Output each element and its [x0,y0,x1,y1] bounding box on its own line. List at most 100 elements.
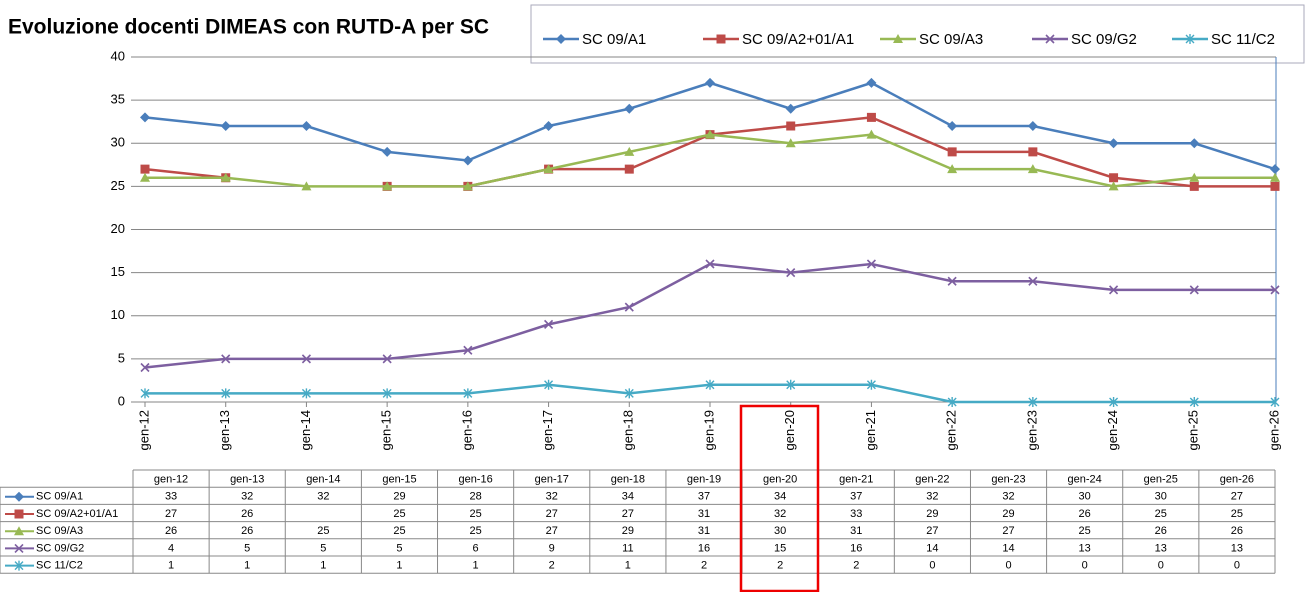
x-tick-label: gen-19 [701,410,716,450]
marker [301,388,311,399]
marker [1028,276,1038,286]
series-line [144,81,1276,171]
table-cell: 31 [698,508,710,520]
x-tick-label: gen-23 [1024,410,1039,450]
table-cell: 13 [1231,542,1243,554]
table-header: gen-25 [1144,474,1178,486]
x-tick-label: gen-21 [863,410,878,450]
x-tick-label: gen-17 [540,410,555,450]
table-cell: 25 [1155,508,1167,520]
marker [543,121,554,131]
y-tick-label: 20 [111,221,125,236]
marker [893,34,903,43]
table-header: gen-12 [154,474,188,486]
legend-label: SC 09/A3 [919,31,983,48]
table-cell: 33 [165,491,177,503]
table-cell: 25 [393,525,405,537]
y-tick-label: 5 [118,350,125,365]
y-tick-label: 0 [118,393,125,408]
table-cell: 32 [1002,491,1014,503]
marker [1189,397,1199,407]
marker [382,388,392,399]
marker [1108,138,1119,149]
table-cell: 30 [1079,491,1091,503]
table-cell: 1 [244,560,250,572]
table-cell: 27 [165,508,177,520]
table-cell: 16 [850,542,862,554]
marker [624,388,634,399]
marker [1185,34,1195,44]
table-cell: 32 [317,491,329,503]
y-tick-label: 35 [111,92,125,107]
marker [382,146,393,157]
marker [463,345,473,355]
table-cell: 33 [850,508,862,520]
table-cell: 2 [701,560,707,572]
marker [705,379,715,390]
marker [624,146,635,156]
marker [1189,285,1199,295]
table-cell: 32 [241,491,253,503]
x-tick-label: gen-25 [1186,410,1201,450]
marker [14,560,24,571]
marker [624,164,634,174]
table-cell: 34 [774,491,786,503]
marker [140,362,150,373]
table-cell: 27 [1231,491,1243,503]
table-cell: 29 [926,508,938,520]
marker [1189,172,1200,182]
table-cell: 1 [168,560,174,572]
marker [947,276,957,286]
x-tick-label: gen-15 [379,410,394,450]
marker [1270,181,1280,191]
x-tick-label: gen-24 [1105,410,1120,450]
marker [14,509,24,519]
table-cell: 0 [929,560,935,572]
y-tick-label: 10 [111,307,125,322]
table-header: gen-14 [306,474,340,486]
table-row-label: SC 09/A3 [36,525,83,537]
x-tick-label: gen-12 [136,410,151,450]
marker [14,543,24,553]
marker [1189,181,1199,191]
table-row-label: SC 09/A2+01/A1 [36,508,118,520]
marker [140,164,150,174]
table-cell: 29 [1002,508,1014,520]
marker [1270,397,1280,407]
table-cell: 32 [546,491,558,503]
table-legend-key [5,560,34,571]
legend-item: SC 09/A3 [880,31,983,48]
marker [705,77,715,88]
marker [947,121,958,131]
marker [705,129,715,139]
x-tick-label: gen-26 [1266,410,1281,450]
table-cell: 27 [622,508,634,520]
table-cell: 32 [774,508,786,520]
marker [463,388,473,399]
marker [786,268,796,278]
table-cell: 26 [241,508,253,520]
table-cell: 5 [396,542,402,554]
table-header: gen-15 [382,474,416,486]
table-cell: 31 [850,525,862,537]
chart-title: Evoluzione docenti DIMEAS con RUTD-A per… [8,16,489,39]
table-cell: 11 [622,542,633,554]
marker [624,103,635,114]
table-cell: 2 [777,560,783,572]
x-tick-label: gen-13 [217,410,232,450]
marker [543,164,554,174]
marker [785,138,796,148]
marker [14,526,24,536]
table-header: gen-22 [915,474,949,486]
y-tick-label: 30 [111,135,125,150]
table-cell: 1 [473,560,479,572]
table-cell: 5 [244,542,250,554]
marker [140,112,150,123]
marker [301,121,312,131]
table-cell: 25 [393,508,405,520]
table-header: gen-13 [230,474,264,486]
table-cell: 16 [698,542,710,554]
table-header: gen-20 [763,474,797,486]
table-cell: 25 [317,525,329,537]
table-cell: 6 [473,542,479,554]
